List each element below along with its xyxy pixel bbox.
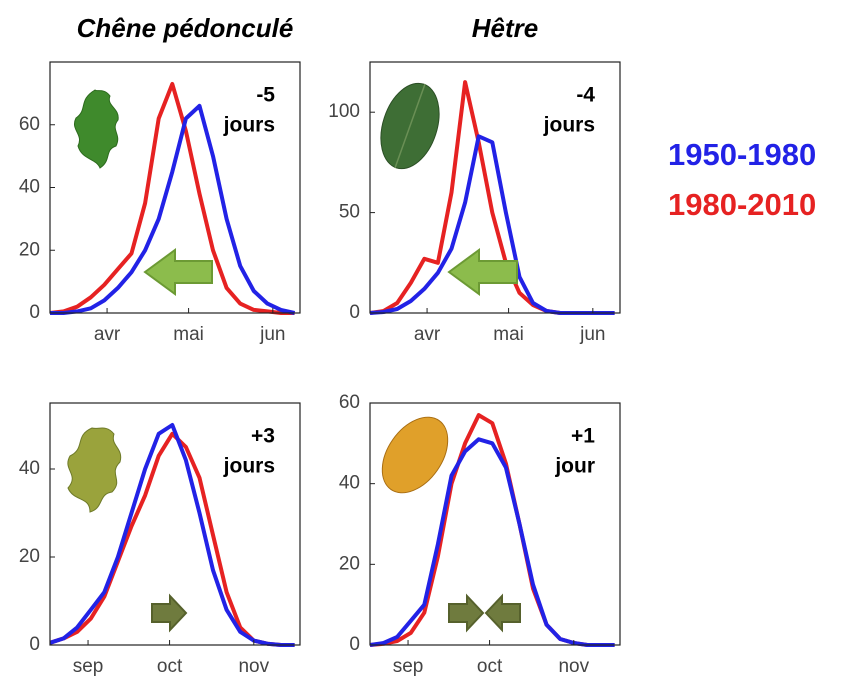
y-tick-label: 40 — [19, 177, 40, 198]
oak-leaf-green — [74, 90, 118, 168]
y-tick-label: 40 — [339, 473, 360, 494]
shift-annotation: jours — [543, 114, 595, 137]
y-tick-label: 40 — [19, 458, 40, 479]
x-tick-label: nov — [238, 656, 269, 677]
x-tick-label: oct — [477, 656, 503, 677]
shift-arrow — [145, 250, 212, 294]
shift-annotation: jours — [223, 114, 275, 137]
y-tick-label: 50 — [339, 202, 360, 223]
shift-annotation: jour — [554, 455, 595, 478]
x-tick-label: avr — [414, 324, 441, 345]
beech-leaf-green — [371, 76, 450, 176]
x-tick-label: sep — [73, 656, 104, 677]
legend-entry: 1980-2010 — [668, 187, 816, 222]
legend-entry: 1950-1980 — [668, 137, 816, 172]
x-tick-label: jun — [259, 324, 285, 345]
y-tick-label: 60 — [339, 392, 360, 413]
figure: 1980-2010 1950-1980 jour +1 nov oct sep 60 40 20 0… — [0, 0, 848, 684]
y-tick-label: 0 — [349, 634, 360, 655]
y-tick-label: 20 — [339, 553, 360, 574]
shift-annotation: -4 — [576, 84, 595, 107]
y-tick-label: 60 — [19, 114, 40, 135]
shift-annotation: +1 — [571, 425, 595, 448]
y-tick-label: 100 — [328, 101, 360, 122]
y-tick-label: 20 — [19, 239, 40, 260]
shift-arrow — [449, 250, 517, 294]
shift-arrow — [449, 596, 483, 630]
x-tick-label: sep — [393, 656, 424, 677]
x-tick-label: mai — [493, 324, 524, 345]
y-tick-label: 20 — [19, 546, 40, 567]
x-tick-label: jun — [579, 324, 605, 345]
oak-leaf-autumn — [68, 428, 121, 512]
x-tick-label: mai — [173, 324, 204, 345]
shift-annotation: +3 — [251, 425, 275, 448]
y-tick-label: 0 — [29, 634, 40, 655]
shift-arrow — [486, 596, 520, 630]
panel-title: Chêne pédonculé — [77, 13, 294, 43]
x-tick-label: nov — [558, 656, 589, 677]
panel-title: Hêtre — [472, 13, 538, 43]
shift-annotation: jours — [223, 455, 275, 478]
x-tick-label: avr — [94, 324, 121, 345]
shift-arrow — [152, 596, 186, 630]
shift-annotation: -5 — [256, 84, 275, 107]
y-tick-label: 0 — [349, 302, 360, 323]
y-tick-label: 0 — [29, 302, 40, 323]
x-tick-label: oct — [157, 656, 183, 677]
